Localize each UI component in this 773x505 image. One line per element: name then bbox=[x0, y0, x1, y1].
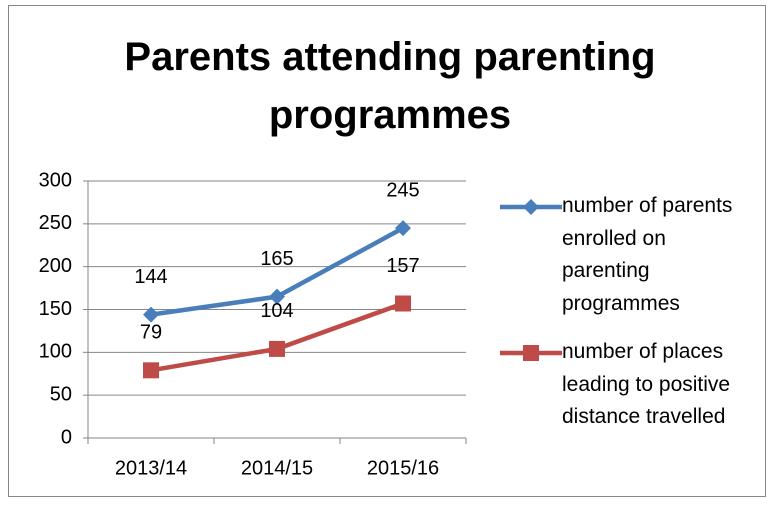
legend-marker bbox=[523, 199, 539, 215]
y-tick-label: 200 bbox=[39, 255, 72, 277]
legend-label: number of parents enrolled on parenting … bbox=[562, 194, 733, 315]
data-label: 157 bbox=[386, 255, 419, 277]
data-point bbox=[269, 340, 285, 357]
data-label: 245 bbox=[386, 179, 419, 201]
data-point bbox=[395, 220, 411, 237]
y-tick-label: 50 bbox=[50, 383, 72, 405]
y-tick-label: 100 bbox=[39, 341, 72, 363]
chart-title: Parents attending parenting programmes bbox=[124, 35, 656, 137]
data-label: 144 bbox=[134, 266, 167, 288]
x-tick-label: 2014/15 bbox=[241, 457, 313, 479]
data-point bbox=[143, 306, 159, 323]
y-tick-label: 300 bbox=[39, 169, 72, 191]
data-label: 79 bbox=[140, 322, 162, 344]
x-tick-label: 2013/14 bbox=[115, 457, 187, 479]
data-label: 104 bbox=[260, 300, 293, 322]
y-tick-label: 150 bbox=[39, 298, 72, 320]
legend-marker bbox=[523, 345, 539, 361]
data-point bbox=[269, 288, 285, 305]
data-label: 165 bbox=[260, 248, 293, 270]
data-point bbox=[395, 295, 411, 312]
y-tick-label: 0 bbox=[61, 426, 72, 448]
chart-border bbox=[8, 5, 766, 497]
x-tick-label: 2015/16 bbox=[367, 457, 439, 479]
y-tick-label: 250 bbox=[39, 212, 72, 234]
data-point bbox=[143, 362, 159, 379]
legend-label: number of places leading to positive dis… bbox=[562, 340, 731, 428]
